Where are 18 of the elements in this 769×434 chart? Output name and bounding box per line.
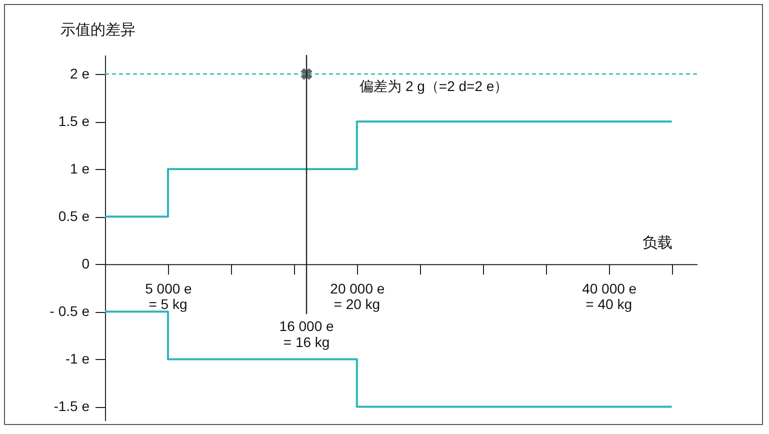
y-tick-label: - 0.5 e: [50, 303, 90, 320]
y-tick-label: 1.5 e: [58, 113, 90, 130]
x-tick-label: 40 000 e: [582, 280, 637, 297]
x-tick-label: 20 000 e: [330, 280, 385, 297]
x-tick-label: 5 000 e: [145, 280, 192, 297]
ref-line-label: 16 000 e = 16 kg: [279, 318, 334, 350]
y-tick-label: 1 e: [70, 160, 90, 177]
y-axis-title: 示值的差异: [60, 22, 136, 38]
x-axis-title: 负载: [642, 234, 672, 252]
annotation: = 5 kg: [148, 296, 188, 312]
y-tick-label: 0.5 e: [58, 208, 90, 224]
y-tick-label: -1 e: [65, 350, 90, 367]
ref-line-label: 偏差为 2 g（=2 d=2 e）: [360, 78, 508, 94]
annotation: = 40 kg: [586, 296, 632, 312]
y-tick-label: -1.5 e: [54, 398, 90, 414]
annotation: = 20 kg: [334, 296, 380, 312]
y-tick-label: 0: [82, 256, 90, 272]
y-tick-label: 2 e: [70, 66, 90, 82]
